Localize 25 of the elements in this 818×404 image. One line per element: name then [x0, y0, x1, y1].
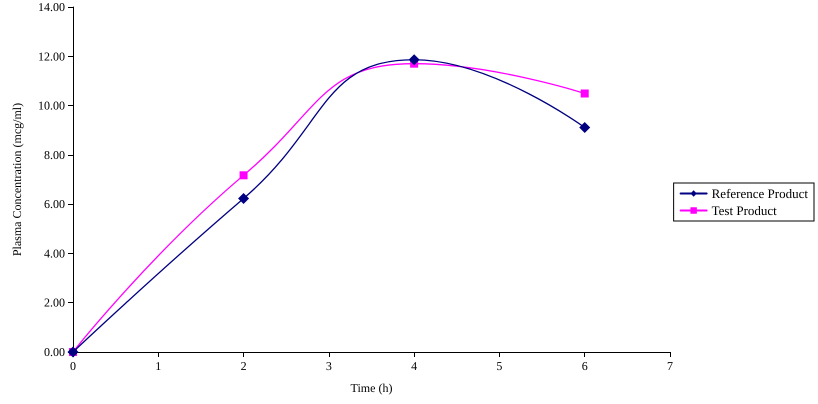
- y-tick-label: 4.00: [44, 246, 65, 260]
- point: [580, 89, 589, 98]
- x-tick-label: 6: [582, 359, 588, 373]
- x-tick-label: 0: [70, 359, 76, 373]
- y-tick-label: 6.00: [44, 197, 65, 212]
- x-tick-label: 5: [496, 359, 502, 373]
- x-tick-label: 7: [667, 359, 673, 373]
- y-tick-label: 8.00: [44, 148, 65, 162]
- point: [579, 122, 590, 134]
- legend-label: Reference Product: [712, 186, 808, 201]
- y-tick-label: 2.00: [44, 296, 65, 310]
- y-tick-label: 10.00: [38, 98, 65, 113]
- y-axis-title: Plasma Concentration (mcg/ml): [10, 102, 24, 256]
- x-tick-label: 2: [240, 359, 247, 373]
- x-tick-label: 4: [411, 359, 418, 373]
- point: [238, 192, 250, 204]
- y-tick-label: 12.00: [38, 49, 65, 64]
- point: [240, 171, 248, 180]
- x-tick-label: 3: [326, 359, 332, 373]
- x-tick-label: 1: [155, 359, 162, 373]
- x-axis-title: Time (h): [350, 381, 392, 395]
- legend-label: Test Product: [712, 203, 778, 218]
- point: [408, 54, 420, 66]
- y-tick-label: 14.00: [38, 0, 65, 14]
- y-tick-label: 0.00: [44, 345, 65, 359]
